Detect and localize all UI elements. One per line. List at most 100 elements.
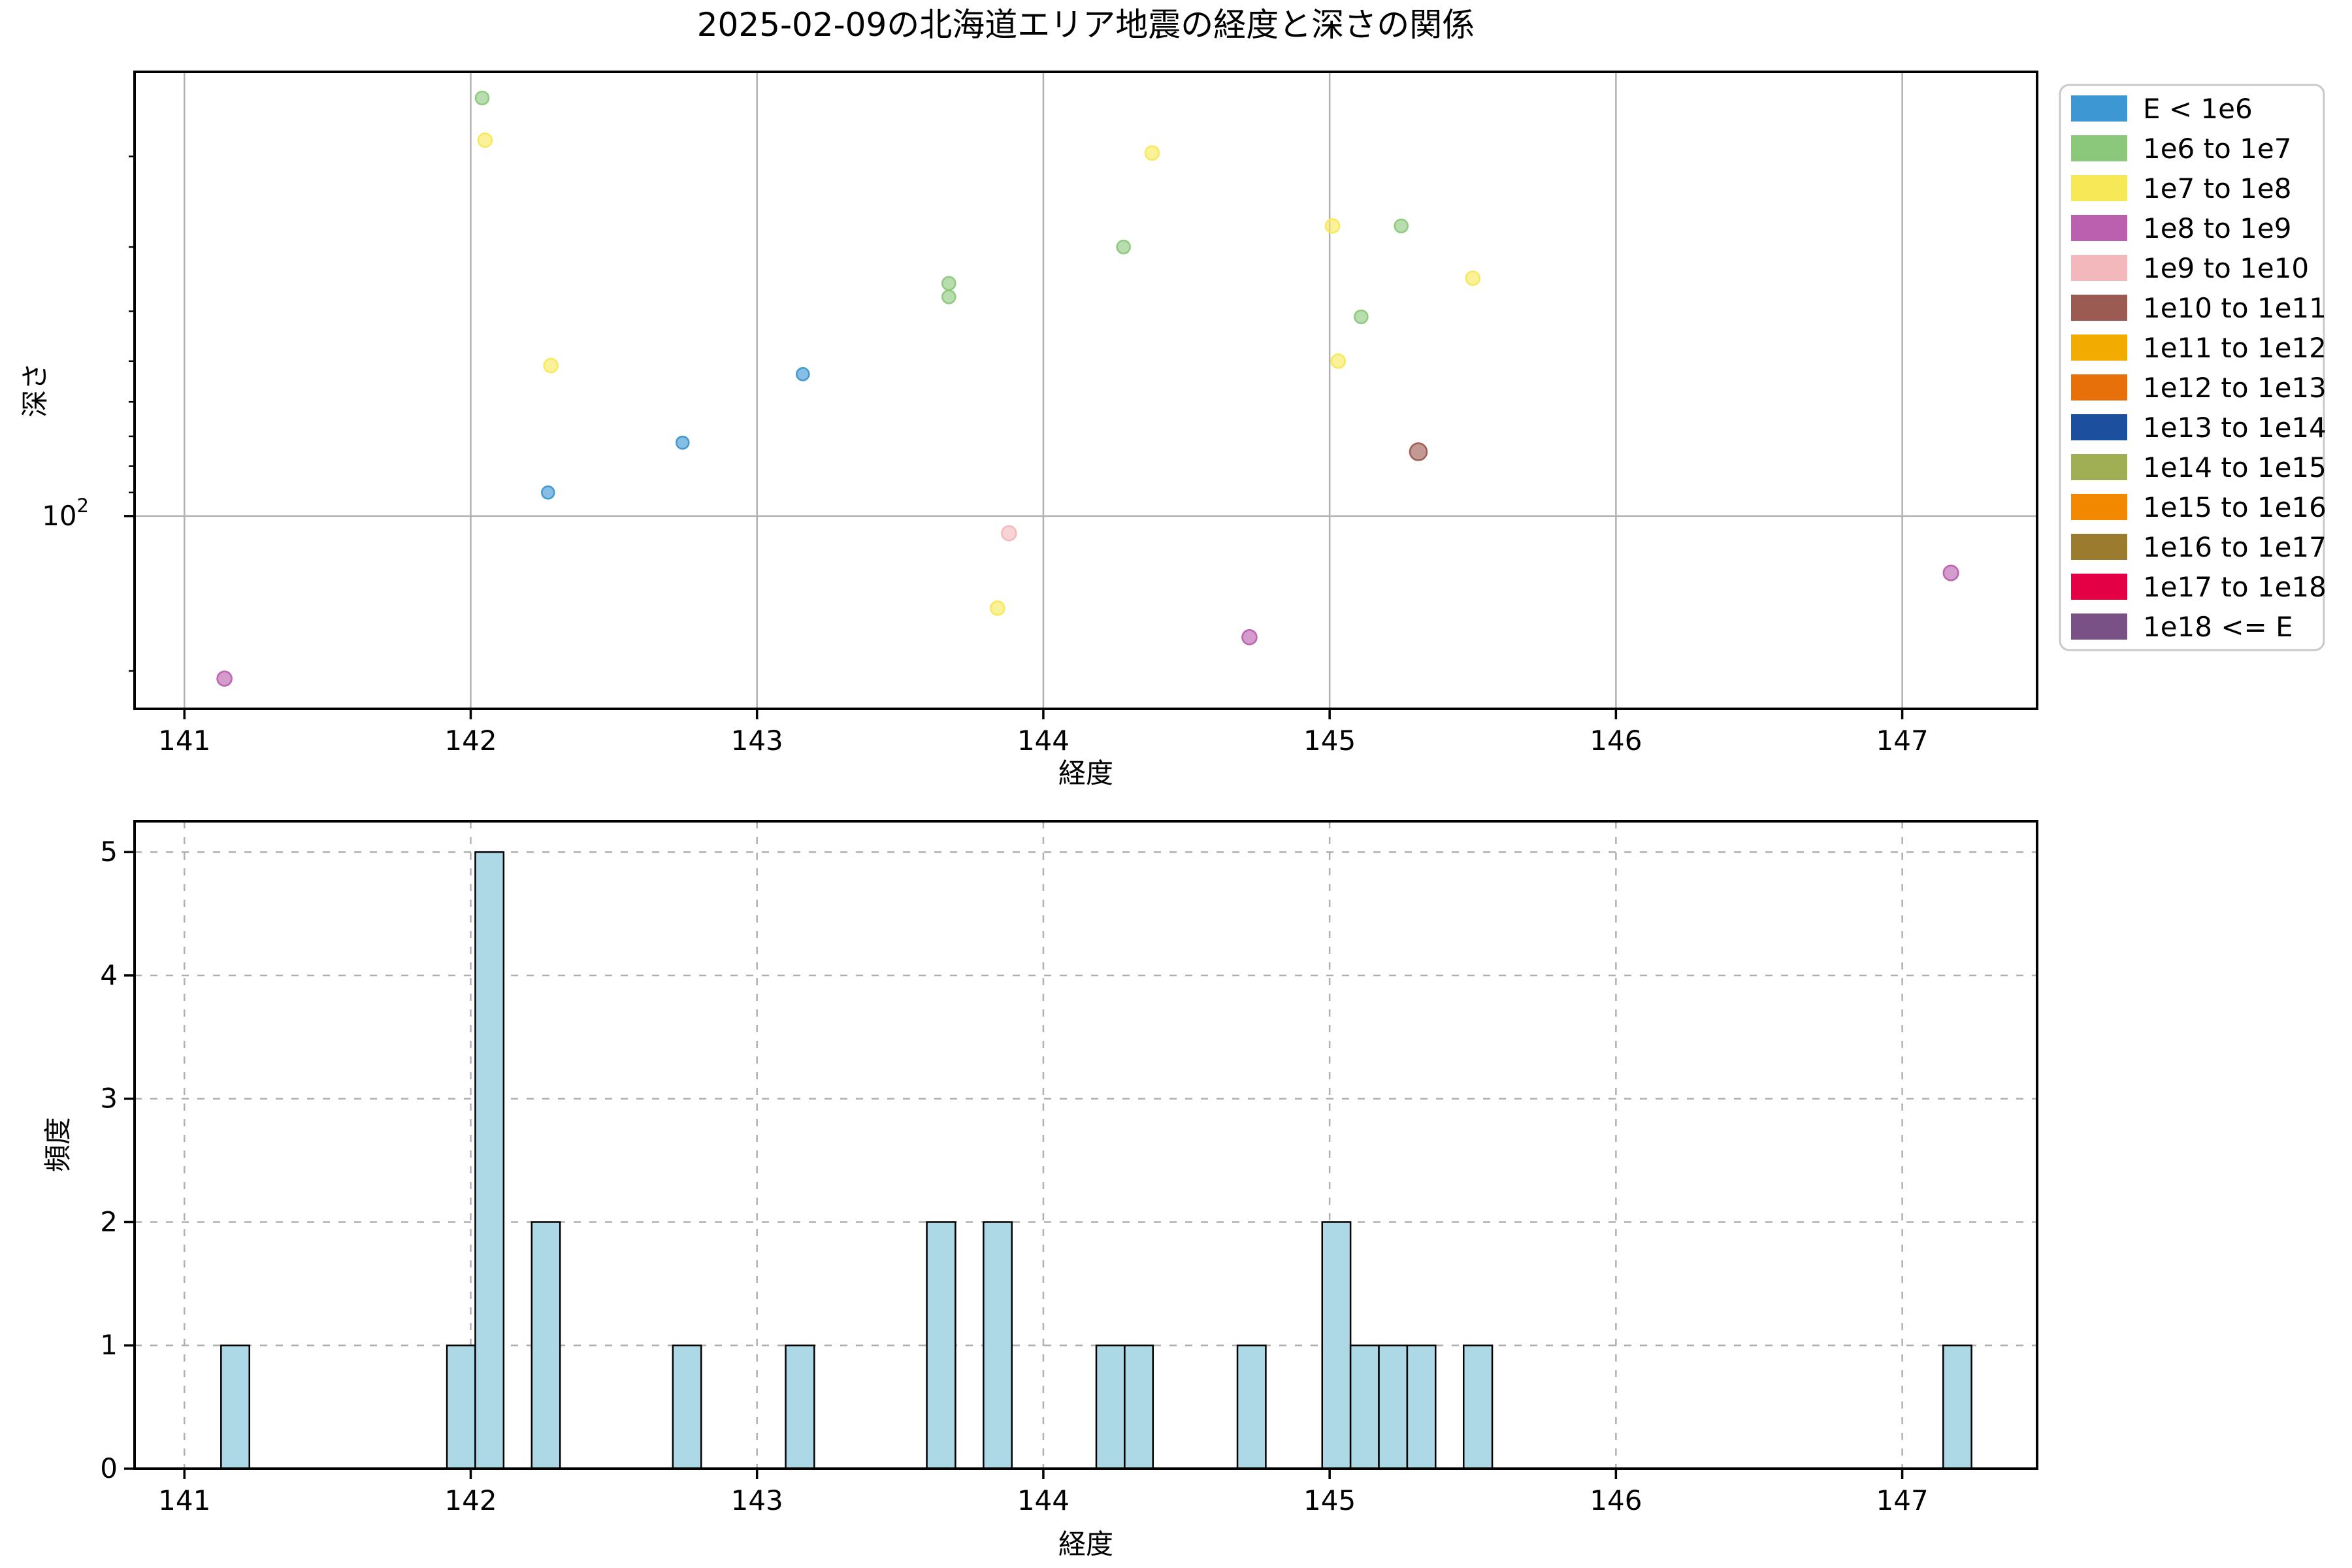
- x-tick-label: 144: [1017, 1484, 1070, 1516]
- scatter-point: [990, 600, 1005, 616]
- legend-box: E < 1e6 1e6 to 1e7 1e7 to 1e8 1e8 to 1e9 1e9…: [2059, 84, 2327, 651]
- histogram-bar: [926, 1221, 956, 1470]
- histogram-bar: [1462, 1344, 1494, 1470]
- scatter-point: [474, 90, 490, 106]
- x-tick-label: 147: [1876, 1484, 1929, 1516]
- histogram-bars: [220, 851, 1972, 1470]
- histogram-bar: [446, 1344, 476, 1470]
- legend-label: 1e11 to 1e12: [2143, 332, 2327, 364]
- legend-label: 1e12 to 1e13: [2143, 372, 2327, 404]
- legend-label: 1e6 to 1e7: [2143, 133, 2291, 165]
- x-tick-label: 141: [158, 725, 210, 757]
- histogram-bar: [983, 1221, 1013, 1470]
- scatter-point: [675, 435, 690, 450]
- x-tick-label: 143: [731, 725, 783, 757]
- x-tick-label: 146: [1590, 725, 1642, 757]
- scatter-point: [941, 289, 956, 304]
- x-tick-label: 144: [1017, 725, 1070, 757]
- scatter-point: [1116, 239, 1131, 255]
- y-tick-label: 1: [100, 1329, 118, 1361]
- scatter-point: [1001, 525, 1017, 542]
- scatter-point: [1465, 270, 1481, 286]
- legend-label: 1e16 to 1e17: [2143, 531, 2327, 563]
- x-tick-label: 143: [731, 1484, 783, 1516]
- histogram-bar: [1378, 1344, 1409, 1470]
- x-tick-label: 146: [1590, 1484, 1642, 1516]
- histogram-bar: [1349, 1344, 1380, 1470]
- legend-swatch: [2071, 215, 2127, 241]
- y-tick-label: 4: [100, 959, 118, 991]
- y-tick-label: 2: [100, 1205, 118, 1237]
- scatter-point: [796, 367, 810, 382]
- x-tick-label: 142: [444, 725, 497, 757]
- legend-swatch: [2071, 95, 2127, 122]
- axes-frame: [133, 71, 2038, 710]
- scatter-point: [477, 132, 493, 148]
- scatter-point: [543, 357, 559, 374]
- legend-swatch: [2071, 175, 2127, 201]
- legend-frame: [2059, 84, 2325, 651]
- legend-label: 1e15 to 1e16: [2143, 491, 2327, 523]
- scatter-point: [1942, 564, 1959, 581]
- scatter-point: [1354, 309, 1369, 325]
- legend-swatch: [2071, 255, 2127, 281]
- histogram-bar: [1236, 1344, 1267, 1470]
- legend-label: 1e14 to 1e15: [2143, 451, 2327, 483]
- scatter-point: [941, 276, 956, 291]
- scatter-gridlines: [135, 72, 2037, 709]
- histogram-bar: [1124, 1344, 1154, 1470]
- x-tick-label: 141: [158, 1484, 210, 1516]
- scatter-point: [1241, 629, 1258, 645]
- scatter-point: [1330, 353, 1347, 369]
- y-tick-label: 5: [100, 836, 118, 868]
- histogram-bar: [785, 1344, 815, 1470]
- legend-swatch: [2071, 414, 2127, 440]
- chart-title: 2025-02-09の北海道エリア地震の経度と深さの関係: [697, 6, 1475, 44]
- axes-frame: [133, 820, 2038, 1470]
- histogram-gridlines: [135, 821, 2037, 1469]
- legend-swatch: [2071, 454, 2127, 480]
- legend-swatch: [2071, 494, 2127, 520]
- legend-swatch: [2071, 135, 2127, 161]
- histogram-bar: [1095, 1344, 1126, 1470]
- legend-label: E < 1e6: [2143, 93, 2253, 125]
- legend-swatch: [2071, 534, 2127, 560]
- legend-label: 1e10 to 1e11: [2143, 292, 2327, 324]
- legend-label: 1e9 to 1e10: [2143, 252, 2309, 284]
- histogram-bar: [1942, 1344, 1972, 1470]
- legend-swatch: [2071, 613, 2127, 640]
- legend-label: 1e8 to 1e9: [2143, 212, 2291, 244]
- x-tick-label: 145: [1303, 725, 1356, 757]
- histogram-bar: [474, 851, 505, 1470]
- scatter-point: [1324, 218, 1341, 234]
- scatter-point: [1409, 442, 1428, 461]
- axes-spines: [133, 71, 2038, 1470]
- x-tick-label: 147: [1876, 725, 1929, 757]
- histogram-bar: [1406, 1344, 1437, 1470]
- x-tick-label: 145: [1303, 1484, 1356, 1516]
- legend-label: 1e18 <= E: [2143, 611, 2293, 643]
- legend-label: 1e7 to 1e8: [2143, 172, 2291, 204]
- scatter-points: [216, 90, 1959, 687]
- legend-label: 1e17 to 1e18: [2143, 571, 2327, 603]
- y-tick-label: 0: [100, 1452, 118, 1484]
- scatter-point: [540, 485, 555, 500]
- histogram-bar: [1321, 1221, 1352, 1470]
- scatter-xlabel: 経度: [1058, 757, 1113, 789]
- scatter-ylabel: 深さ: [19, 363, 51, 417]
- scatter-point: [1144, 145, 1160, 161]
- legend-swatch: [2071, 335, 2127, 361]
- histogram-ylabel: 頻度: [42, 1117, 74, 1172]
- histogram-bar: [220, 1344, 250, 1470]
- y-tick-label: 3: [100, 1083, 118, 1115]
- scatter-point: [216, 670, 233, 687]
- scatter-point: [1394, 218, 1409, 234]
- histogram-bar: [672, 1344, 702, 1470]
- legend-swatch: [2071, 374, 2127, 400]
- y-tick-label: 102: [42, 495, 89, 532]
- x-tick-label: 142: [444, 1484, 497, 1516]
- legend-label: 1e13 to 1e14: [2143, 412, 2327, 444]
- legend-swatch: [2071, 574, 2127, 600]
